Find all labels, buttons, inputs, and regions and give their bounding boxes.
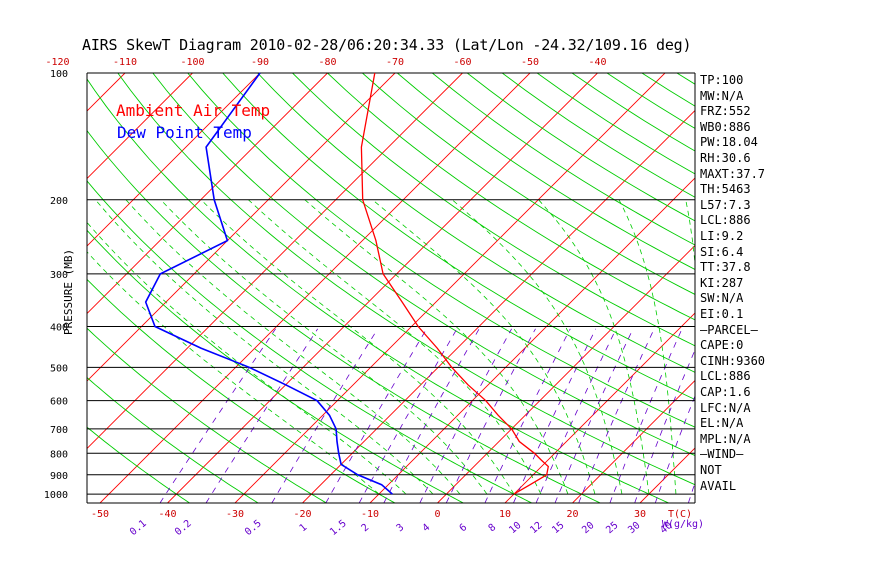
- index-item: MPL:N/A: [700, 432, 751, 446]
- index-item: KI:287: [700, 276, 743, 290]
- index-item: —WIND—: [700, 447, 743, 461]
- mixing-ratio-line: [206, 329, 318, 503]
- bottom-temp-tick-label: 30: [634, 509, 646, 520]
- mixing-ratio-tick-label: 0.2: [173, 518, 194, 538]
- dry-adiabat: [258, 73, 870, 503]
- index-item: SW:N/A: [700, 291, 743, 305]
- index-item: CINH:9360: [700, 354, 765, 368]
- index-item: WB0:886: [700, 120, 751, 134]
- bottom-temp-tick-label: -30: [226, 509, 244, 520]
- mixing-ratio-tick-label: 1: [298, 522, 310, 534]
- index-item: CAP:1.6: [700, 385, 751, 399]
- mixing-ratio-line: [635, 329, 704, 503]
- isotherm: [843, 73, 870, 503]
- index-item: —PARCEL—: [700, 323, 758, 337]
- index-item: LI:9.2: [700, 229, 743, 243]
- mixing-ratio-line: [579, 329, 655, 503]
- top-temp-tick-label: -70: [386, 57, 404, 68]
- legend-air-temp: Ambient Air Temp: [116, 101, 270, 120]
- isotherm: [775, 73, 870, 503]
- bottom-temp-tick-label: 20: [566, 509, 578, 520]
- mixing-ratio-tick-label: 2: [360, 522, 372, 534]
- mixing-ratio-tick-label: 30: [626, 520, 642, 536]
- moist-adiabat: [201, 200, 514, 494]
- top-temp-tick-label: -110: [113, 57, 137, 68]
- index-item: FRZ:552: [700, 104, 751, 118]
- index-item: NOT: [700, 463, 722, 477]
- dry-adiabat: [223, 73, 870, 503]
- top-temp-tick-label: -120: [45, 57, 69, 68]
- legend-dew-point: Dew Point Temp: [117, 123, 252, 142]
- top-temp-tick-label: -60: [453, 57, 471, 68]
- mixing-ratio-tick-label: 3: [395, 522, 407, 534]
- mixing-ratio-line: [420, 329, 512, 503]
- index-item: MAXT:37.7: [700, 167, 765, 181]
- pressure-tick-label: 700: [50, 425, 68, 436]
- mixing-ratio-line: [485, 329, 570, 503]
- isotherm: [235, 73, 665, 503]
- index-item: AVAIL: [700, 479, 736, 493]
- index-item: EL:N/A: [700, 416, 743, 430]
- dry-adiabat: [502, 73, 870, 503]
- index-item: MW:N/A: [700, 89, 743, 103]
- index-item: CAPE:0: [700, 338, 743, 352]
- pressure-tick-label: 900: [50, 471, 68, 482]
- index-item: LCL:886: [700, 213, 751, 227]
- mixing-ratio-tick-label: 20: [580, 520, 596, 536]
- top-temp-tick-label: -50: [521, 57, 539, 68]
- index-item: RH:30.6: [700, 151, 751, 165]
- mixing-ratio-tick-label: 10: [507, 520, 523, 536]
- mixing-ratio-tick-label: 12: [528, 520, 544, 536]
- index-item: EI:0.1: [700, 307, 743, 321]
- isotherm: [505, 73, 870, 503]
- pressure-tick-label: 1000: [44, 490, 68, 501]
- index-item: TT:37.8: [700, 260, 751, 274]
- top-temp-tick-label: -40: [588, 57, 606, 68]
- top-temp-tick-label: -100: [180, 57, 204, 68]
- mixing-ratio-line: [513, 329, 595, 503]
- mixing-ratio-line: [555, 329, 633, 503]
- index-item: TP:100: [700, 73, 743, 87]
- bottom-temp-tick-label: 0: [434, 509, 440, 520]
- top-temp-tick-label: -90: [251, 57, 269, 68]
- mixing-ratio-tick-label: 6: [458, 522, 470, 534]
- y-axis-label: PRESSURE (MB): [62, 249, 75, 335]
- pressure-tick-label: 800: [50, 449, 68, 460]
- top-temp-tick-label: -80: [318, 57, 336, 68]
- pressure-tick-label: 600: [50, 397, 68, 408]
- index-item: TH:5463: [700, 182, 751, 196]
- moist-adiabat: [126, 200, 460, 494]
- dry-adiabat: [293, 73, 870, 503]
- bottom-temp-tick-label: 10: [499, 509, 511, 520]
- mixing-ratio-unit: W(g/kg): [662, 519, 704, 530]
- dry-adiabat: [188, 73, 870, 503]
- mixing-ratio-tick-label: 15: [550, 520, 566, 536]
- pressure-tick-label: 500: [50, 363, 68, 374]
- bottom-temp-tick-label: -40: [158, 509, 176, 520]
- bottom-temp-tick-label: -10: [361, 509, 379, 520]
- moist-adiabat: [96, 200, 433, 494]
- mixing-ratio-tick-label: 0.5: [243, 518, 264, 538]
- bottom-temp-tick-label: -50: [91, 509, 109, 520]
- index-item: LFC:N/A: [700, 401, 751, 415]
- index-item: L57:7.3: [700, 198, 751, 212]
- mixing-ratio-tick-label: 0.1: [128, 518, 149, 538]
- index-item: SI:6.4: [700, 245, 743, 259]
- mixing-ratio-tick-label: 1.5: [328, 518, 349, 538]
- dry-adiabat: [328, 73, 870, 503]
- pressure-tick-label: 100: [50, 69, 68, 80]
- dry-adiabat: [13, 73, 532, 503]
- index-item: PW:18.04: [700, 135, 758, 149]
- moist-adiabat: [248, 200, 541, 494]
- index-item: LCL:886: [700, 369, 751, 383]
- isotherm: [438, 73, 868, 503]
- mixing-ratio-tick-label: 4: [421, 522, 433, 534]
- chart-title: AIRS SkewT Diagram 2010-02-28/06:20:34.3…: [82, 36, 691, 54]
- mixing-ratio-tick-label: 25: [604, 520, 620, 536]
- bottom-temp-tick-label: -20: [293, 509, 311, 520]
- pressure-tick-label: 200: [50, 196, 68, 207]
- mixing-ratio-tick-label: 8: [487, 522, 499, 534]
- isotherm: [0, 73, 58, 503]
